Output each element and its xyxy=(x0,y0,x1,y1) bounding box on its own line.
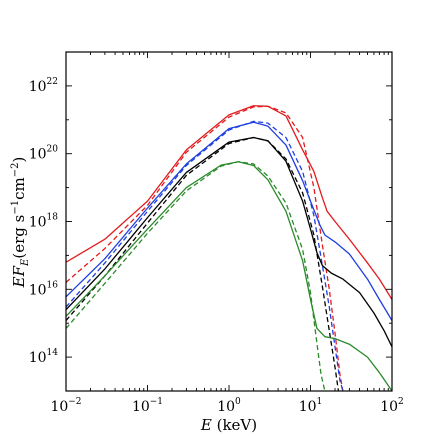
series-2-solid-line xyxy=(66,121,392,321)
tick-labels-group: 10−2 10−1 100 101 102 1014 1016 1018 1020 1022 xyxy=(29,77,404,415)
y-tick-label: 1018 xyxy=(29,213,59,231)
y-tick-label: 1014 xyxy=(29,348,59,366)
y-tick-label: 1020 xyxy=(29,145,59,163)
series-4-solid-line xyxy=(66,136,392,348)
x-tick-label: 10−1 xyxy=(132,397,163,415)
y-tick-label: 1016 xyxy=(29,280,59,298)
series-1-dashed-line xyxy=(66,105,344,391)
y-tick-label: 1022 xyxy=(29,77,58,95)
x-axis-title: E (keV) xyxy=(200,416,257,434)
plot-frame xyxy=(65,51,393,392)
series-3-dashed-line xyxy=(66,120,344,391)
series-0-solid-line xyxy=(66,105,392,300)
y-axis-title: EFE(erg s−1cm−2) xyxy=(10,157,31,289)
series-7-dashed-line xyxy=(66,161,326,391)
series-5-dashed-line xyxy=(66,136,340,391)
plot-series-group xyxy=(66,105,392,391)
x-tick-label: 101 xyxy=(299,397,323,415)
axis-ticks-group xyxy=(65,51,393,392)
series-6-solid-line xyxy=(66,161,392,391)
x-tick-label: 10−2 xyxy=(50,397,81,415)
x-tick-label: 100 xyxy=(217,397,241,415)
x-tick-label: 102 xyxy=(380,397,404,415)
